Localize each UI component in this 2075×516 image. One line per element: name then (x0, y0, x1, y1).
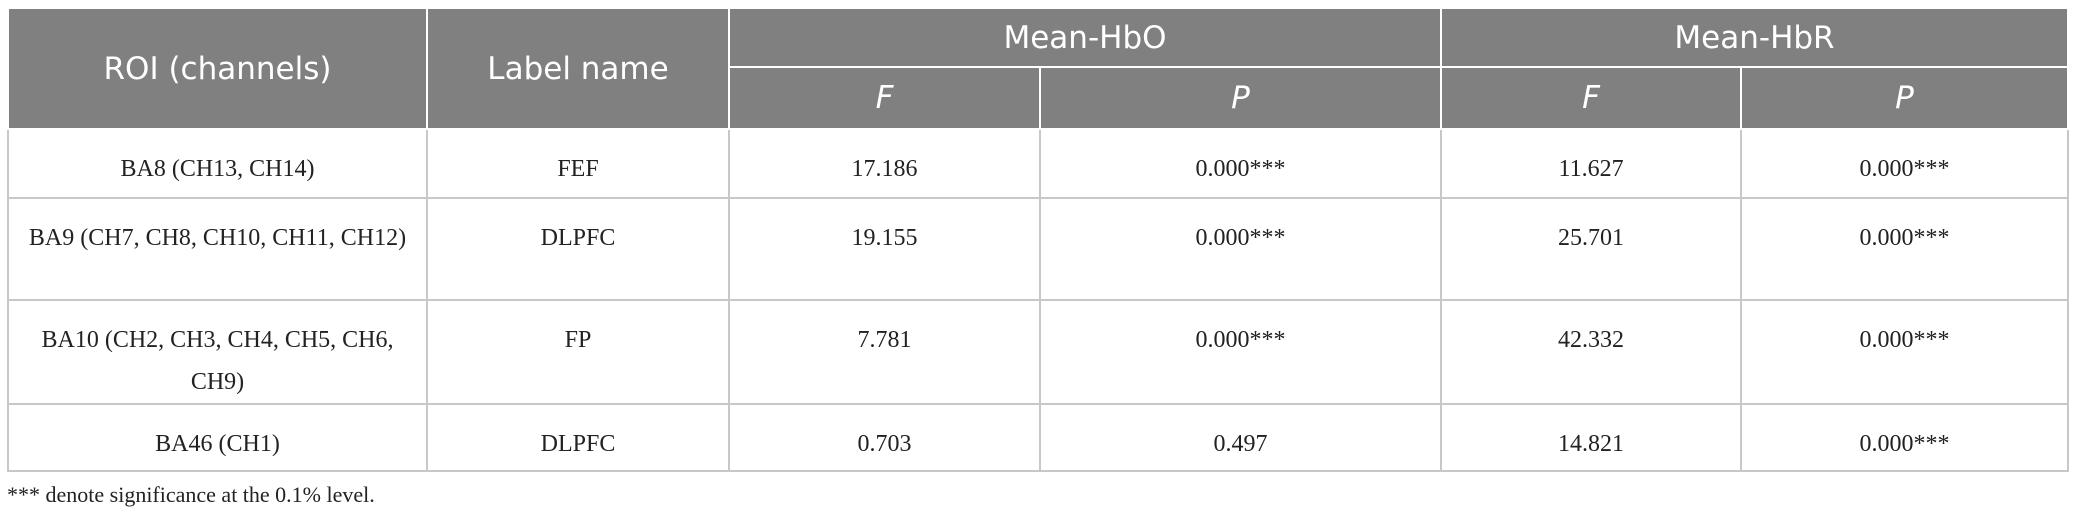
data-cell: 17.186 (728, 128, 1041, 199)
data-cell: BA10 (CH2, CH3, CH4, CH5, CH6, CH9) (7, 299, 428, 405)
data-cell: 0.000*** (1038, 128, 1443, 199)
data-row: BA46 (CH1) DLPFC 0.703 0.497 14.821 0.000*** (7, 403, 2070, 472)
data-cell: 0.000*** (1038, 197, 1443, 301)
header-cell: Label name (426, 7, 730, 130)
data-cell: BA46 (CH1) (7, 403, 428, 472)
data-cell: DLPFC (426, 403, 730, 472)
subheader-cell: F (728, 66, 1041, 130)
data-cell: 0.703 (728, 403, 1041, 472)
data-row: BA10 (CH2, CH3, CH4, CH5, CH6, CH9) FP 7.7… (7, 299, 2070, 405)
data-cell: 0.000*** (1740, 403, 2070, 472)
data-row: BA9 (CH7, CH8, CH10, CH11, CH12) DLPFC 19.… (7, 197, 2070, 301)
data-row: BA8 (CH13, CH14) FEF 17.186 0.000*** 11.627 0… (7, 128, 2070, 199)
data-cell: 42.332 (1440, 299, 1743, 405)
results-table: ROI (channels) Label name Mean-HbO Mean-HbR… (7, 7, 2070, 472)
data-cell: 25.701 (1440, 197, 1743, 301)
header-cell: ROI (channels) (7, 7, 428, 130)
data-cell: 7.781 (728, 299, 1041, 405)
data-cell: 19.155 (728, 197, 1041, 301)
subheader-cell: F (1440, 66, 1743, 130)
header-cell: Mean-HbR (1440, 7, 2070, 68)
data-cell: BA8 (CH13, CH14) (7, 128, 428, 199)
footnote: *** denote significance at the 0.1% leve… (7, 482, 375, 507)
data-cell: FEF (426, 128, 730, 199)
header-row: ROI (channels) Label name Mean-HbO Mean-HbR (7, 7, 2070, 130)
data-cell: 0.000*** (1740, 128, 2070, 199)
data-cell: BA9 (CH7, CH8, CH10, CH11, CH12) (7, 197, 428, 301)
subheader-cell: P (1740, 66, 2070, 130)
data-cell: 11.627 (1440, 128, 1743, 199)
header-cell: Mean-HbO (727, 7, 1443, 68)
data-cell: 0.000*** (1038, 299, 1443, 405)
data-cell: FP (426, 299, 730, 405)
subheader-cell: P (1038, 66, 1443, 130)
data-cell: 0.000*** (1740, 299, 2070, 405)
data-cell: DLPFC (426, 197, 730, 301)
data-cell: 14.821 (1440, 403, 1743, 472)
data-cell: 0.497 (1038, 403, 1443, 472)
data-cell: 0.000*** (1740, 197, 2070, 301)
